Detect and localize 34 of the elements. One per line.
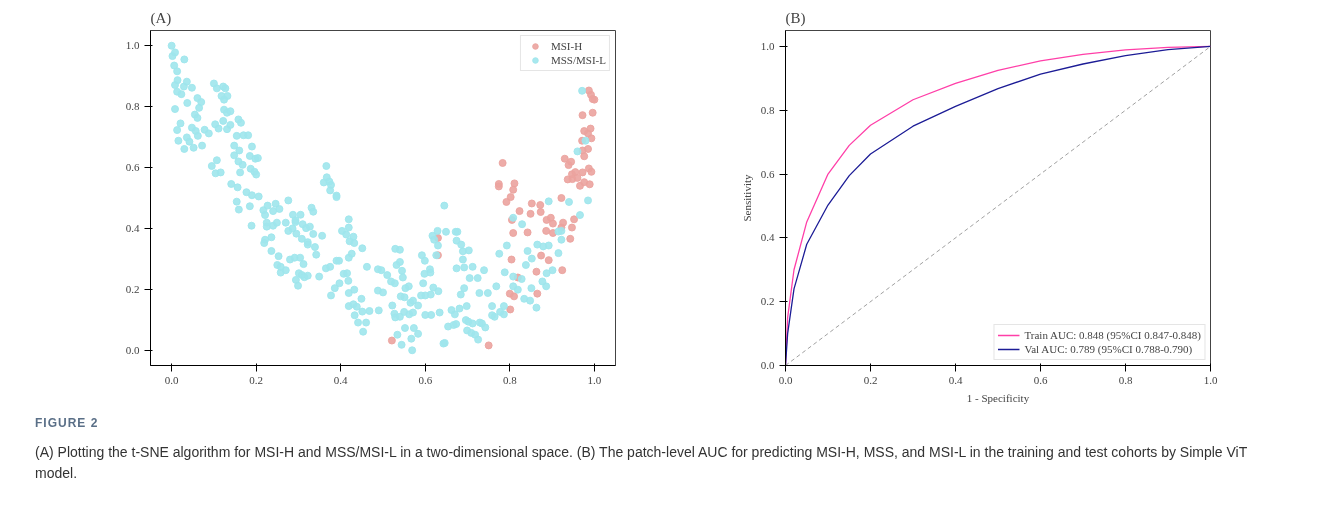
text: (A) Plotting the t-SNE algorithm for MSI-H and MSS/MSI-L in a two-dimensional space. (B) The patch-level AUC for predicting MSI-H, MSS, and MSI-L in the training and test cohorts by Simple ViT model. [35,443,1248,484]
chart-title: (B) [785,9,806,27]
legend-label: MSS/MSI-L [550,53,606,67]
x-tick-label: 1.0 [587,373,602,386]
legend-label: Val AUC: 0.789 (95%CI 0.788-0.790) [1024,342,1193,356]
x-axis-title: 1 - Specificity [966,391,1030,404]
legend-label: MSI-H [550,39,583,53]
x-tick-label: 0.8 [1118,373,1133,386]
y-axis-title: Sensitivity [740,173,753,222]
x-tick-label: 0.0 [778,373,793,386]
x-tick-label: 0.4 [948,373,963,386]
y-tick-label: 0.0 [125,343,140,356]
x-tick-label: 0.6 [418,373,433,386]
y-tick-label: 0.6 [760,167,775,180]
x-tick-label: 0.4 [333,373,349,386]
x-tick-label: 0.0 [164,373,180,386]
y-tick-label: 0.4 [760,231,775,244]
y-tick-label: 0.6 [125,161,140,174]
y-tick-label: 0.2 [760,295,775,308]
x-tick-label: 0.2 [249,373,264,386]
y-tick-label: 1.0 [760,39,775,52]
x-tick-label: 0.6 [1033,373,1048,386]
chart-title: (A) [150,9,172,27]
y-tick-label: 0.8 [760,103,775,116]
y-tick-label: 0.4 [125,221,140,234]
y-tick-label: 0.2 [125,282,140,295]
y-tick-label: 1.0 [125,39,140,52]
y-tick-label: 0.8 [125,100,140,113]
legend-label: Train AUC: 0.848 (95%CI 0.847-0.848) [1024,328,1201,342]
x-tick-label: 1.0 [1203,373,1218,386]
caption: FIGURE 2 [35,415,99,432]
y-tick-label: 0.0 [760,359,775,371]
x-tick-label: 0.8 [502,373,518,386]
x-tick-label: 0.2 [863,373,878,386]
